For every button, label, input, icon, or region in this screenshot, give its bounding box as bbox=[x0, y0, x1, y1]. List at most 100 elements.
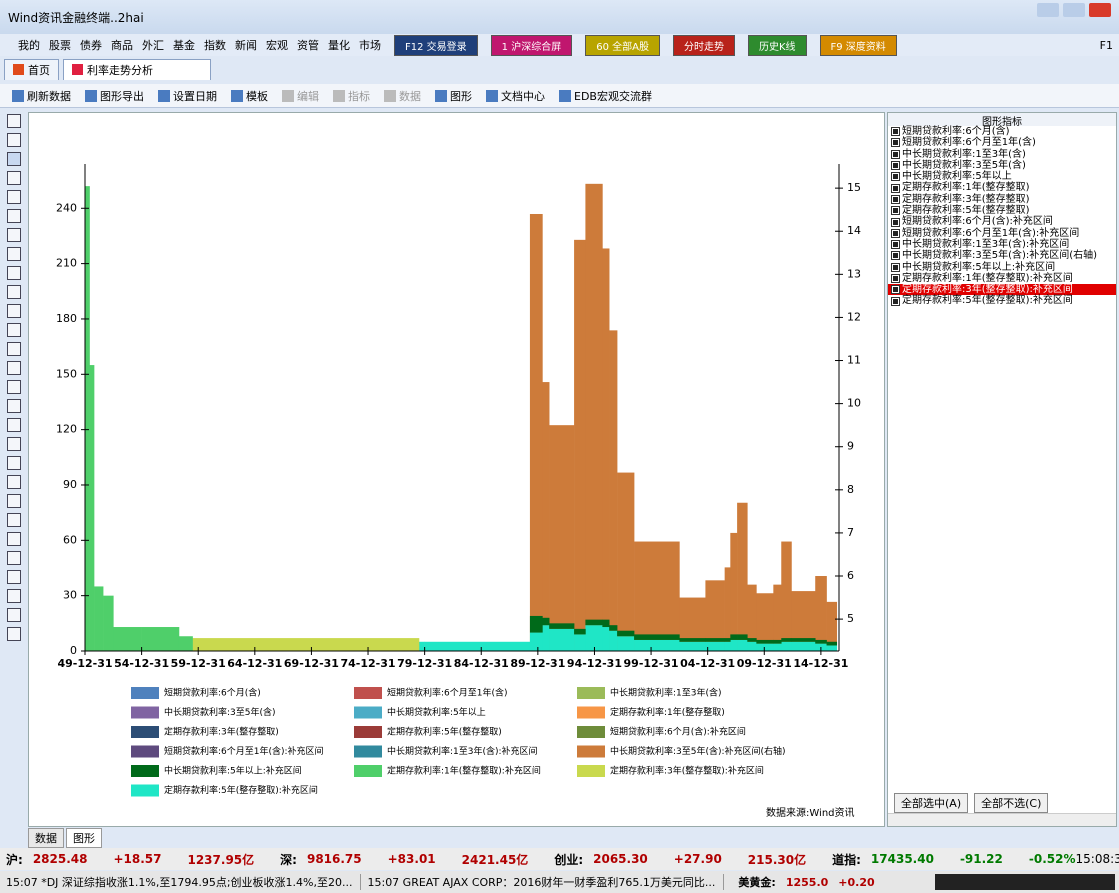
checkbox[interactable] bbox=[891, 274, 900, 283]
toolbar-button[interactable]: 数据 bbox=[384, 88, 421, 104]
tool-icon[interactable] bbox=[7, 627, 21, 641]
indicator-item[interactable]: 中长期贷款利率:3至5年(含):补充区间(右轴) bbox=[888, 250, 1116, 261]
indicator-item[interactable]: 中长期贷款利率:1至3年(含):补充区间 bbox=[888, 239, 1116, 250]
menu-item[interactable]: 指数 bbox=[204, 39, 226, 52]
toolbar-button[interactable]: EDB宏观交流群 bbox=[559, 88, 652, 104]
toolbar-button[interactable]: 刷新数据 bbox=[12, 88, 71, 104]
indicator-item[interactable]: 中长期贷款利率:1至3年(含) bbox=[888, 149, 1116, 160]
tool-icon[interactable] bbox=[7, 380, 21, 394]
tool-icon[interactable] bbox=[7, 342, 21, 356]
quick-button[interactable]: 60 全部A股 bbox=[585, 34, 660, 56]
tool-icon[interactable] bbox=[7, 513, 21, 527]
tool-icon[interactable] bbox=[7, 456, 21, 470]
tool-icon[interactable] bbox=[7, 589, 21, 603]
checkbox[interactable] bbox=[891, 127, 900, 137]
indicator-item[interactable]: 短期贷款利率:6个月(含):补充区间 bbox=[888, 216, 1116, 227]
tool-icon[interactable] bbox=[7, 437, 21, 451]
toolbar-button[interactable]: 指标 bbox=[333, 88, 370, 104]
menu-item[interactable]: 基金 bbox=[173, 39, 195, 52]
tool-icon[interactable] bbox=[7, 114, 21, 128]
toolbar-button[interactable]: 图形导出 bbox=[85, 88, 144, 104]
checkbox[interactable] bbox=[891, 183, 900, 193]
tool-icon[interactable] bbox=[7, 190, 21, 204]
quick-button[interactable]: 1 沪深综合屏 bbox=[490, 34, 573, 56]
tool-icon[interactable] bbox=[7, 570, 21, 584]
toolbar-button[interactable]: 文档中心 bbox=[486, 88, 545, 104]
checkbox[interactable] bbox=[891, 217, 900, 227]
menu-item[interactable]: 市场 bbox=[359, 39, 381, 52]
tool-icon[interactable] bbox=[7, 494, 21, 508]
indicator-item[interactable]: 短期贷款利率:6个月至1年(含) bbox=[888, 137, 1116, 148]
tool-icon[interactable] bbox=[7, 551, 21, 565]
tool-icon[interactable] bbox=[7, 532, 21, 546]
menu-item[interactable]: 资管 bbox=[297, 39, 319, 52]
toolbar-button[interactable]: 设置日期 bbox=[158, 88, 217, 104]
tab[interactable]: 利率走势分析 bbox=[63, 58, 211, 80]
help-button[interactable]: F1 bbox=[1099, 38, 1113, 52]
indicator-item[interactable]: 定期存款利率:5年(整存整取):补充区间 bbox=[888, 295, 1116, 306]
tool-icon[interactable] bbox=[7, 418, 21, 432]
checkbox[interactable] bbox=[891, 296, 900, 306]
panel-button[interactable]: 全部选中(A) bbox=[894, 793, 969, 813]
indicator-item[interactable]: 定期存款利率:1年(整存整取) bbox=[888, 182, 1116, 193]
quick-button[interactable]: 历史K线 bbox=[747, 34, 807, 56]
sheet-tab[interactable]: 数据 bbox=[28, 828, 64, 848]
tool-icon[interactable] bbox=[7, 266, 21, 280]
tool-icon[interactable] bbox=[7, 304, 21, 318]
toolbar-button[interactable]: 图形 bbox=[435, 88, 472, 104]
indicator-item[interactable]: 中长期贷款利率:5年以上:补充区间 bbox=[888, 262, 1116, 273]
checkbox[interactable] bbox=[891, 240, 900, 250]
tool-icon[interactable] bbox=[7, 323, 21, 337]
checkbox[interactable] bbox=[891, 285, 900, 295]
checkbox[interactable] bbox=[891, 262, 900, 272]
indicator-item[interactable]: 短期贷款利率:6个月至1年(含):补充区间 bbox=[888, 228, 1116, 239]
menu-item[interactable]: 新闻 bbox=[235, 39, 257, 52]
news-item[interactable]: 15:07 *DJ 深证综指收涨1.1%,至1794.95点;创业板收涨1.4%… bbox=[6, 874, 362, 890]
menu-item[interactable]: 量化 bbox=[328, 39, 350, 52]
sheet-tab[interactable]: 图形 bbox=[66, 828, 102, 848]
panel-button[interactable]: 全部不选(C) bbox=[974, 793, 1049, 813]
tool-icon[interactable] bbox=[7, 475, 21, 489]
indicator-item[interactable]: 定期存款利率:3年(整存整取):补充区间 bbox=[888, 284, 1116, 296]
indicator-item[interactable]: 短期贷款利率:6个月(含) bbox=[888, 126, 1116, 137]
toolbar-button[interactable]: 编辑 bbox=[282, 88, 319, 104]
search-box[interactable] bbox=[935, 874, 1115, 890]
tool-icon[interactable] bbox=[7, 133, 21, 147]
close-button[interactable] bbox=[1089, 3, 1111, 17]
tool-icon[interactable] bbox=[7, 209, 21, 223]
checkbox[interactable] bbox=[891, 149, 900, 159]
quick-button[interactable]: 分时走势 bbox=[672, 34, 735, 56]
checkbox[interactable] bbox=[891, 251, 900, 261]
menu-item[interactable]: 我的 bbox=[18, 39, 40, 52]
min-button[interactable] bbox=[1037, 3, 1059, 17]
indicator-item[interactable]: 定期存款利率:3年(整存整取) bbox=[888, 194, 1116, 205]
checkbox[interactable] bbox=[891, 206, 900, 216]
indicator-item[interactable]: 定期存款利率:1年(整存整取):补充区间 bbox=[888, 273, 1116, 284]
indicator-item[interactable]: 定期存款利率:5年(整存整取) bbox=[888, 205, 1116, 216]
tool-icon[interactable] bbox=[7, 285, 21, 299]
checkbox[interactable] bbox=[891, 228, 900, 238]
tool-icon[interactable] bbox=[7, 171, 21, 185]
menu-item[interactable]: 商品 bbox=[111, 39, 133, 52]
indicator-item[interactable]: 中长期贷款利率:5年以上 bbox=[888, 171, 1116, 182]
tool-icon[interactable] bbox=[7, 608, 21, 622]
tool-icon[interactable] bbox=[7, 152, 21, 166]
h-scrollbar[interactable] bbox=[888, 813, 1116, 826]
indicator-item[interactable]: 中长期贷款利率:3至5年(含) bbox=[888, 160, 1116, 171]
tool-icon[interactable] bbox=[7, 399, 21, 413]
toolbar-button[interactable]: 模板 bbox=[231, 88, 268, 104]
max-button[interactable] bbox=[1063, 3, 1085, 17]
quick-button[interactable]: F12 交易登录 bbox=[394, 34, 478, 56]
quick-button[interactable]: F9 深度资料 bbox=[819, 34, 897, 56]
menu-item[interactable]: 债券 bbox=[80, 39, 102, 52]
news-item[interactable]: 15:07 GREAT AJAX CORP：2016财年一财季盈利765.1万美… bbox=[367, 874, 725, 890]
menu-item[interactable]: 外汇 bbox=[142, 39, 164, 52]
menu-item[interactable]: 股票 bbox=[49, 39, 71, 52]
tool-icon[interactable] bbox=[7, 361, 21, 375]
checkbox[interactable] bbox=[891, 172, 900, 182]
tool-icon[interactable] bbox=[7, 228, 21, 242]
tool-icon[interactable] bbox=[7, 247, 21, 261]
checkbox[interactable] bbox=[891, 194, 900, 204]
tab[interactable]: 首页 bbox=[4, 58, 59, 80]
menu-item[interactable]: 宏观 bbox=[266, 39, 288, 52]
